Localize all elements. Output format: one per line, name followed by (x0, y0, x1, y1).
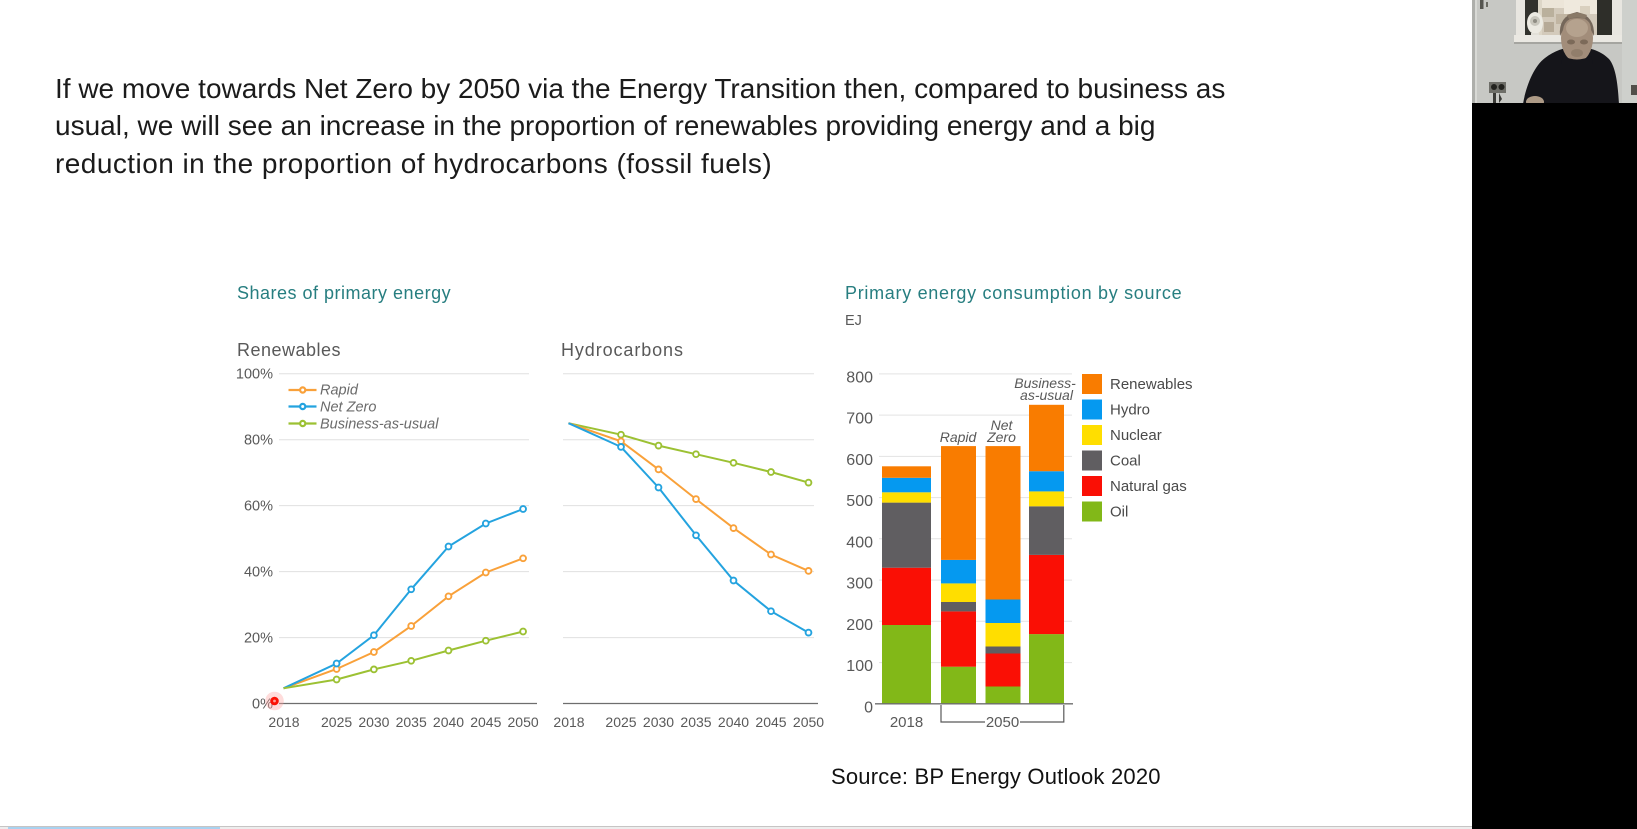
svg-text:Oil: Oil (1110, 504, 1128, 521)
svg-text:40%: 40% (244, 565, 273, 581)
svg-text:60%: 60% (244, 499, 273, 515)
svg-text:2035: 2035 (396, 714, 427, 730)
svg-text:2045: 2045 (755, 714, 786, 730)
svg-text:2040: 2040 (718, 714, 749, 730)
svg-text:Hydro: Hydro (1110, 402, 1150, 419)
svg-text:Coal: Coal (1110, 453, 1141, 470)
svg-text:Zero: Zero (986, 429, 1016, 445)
svg-text:Renewables: Renewables (237, 340, 341, 360)
svg-text:2050: 2050 (986, 714, 1019, 731)
svg-text:2045: 2045 (470, 714, 501, 730)
svg-text:2030: 2030 (643, 714, 674, 730)
svg-text:80%: 80% (244, 433, 273, 449)
svg-text:2018: 2018 (553, 714, 584, 730)
svg-text:400: 400 (846, 534, 873, 551)
svg-text:300: 300 (846, 576, 873, 593)
svg-text:2030: 2030 (358, 714, 389, 730)
svg-text:2025: 2025 (321, 714, 352, 730)
svg-text:20%: 20% (244, 631, 273, 647)
svg-text:2050: 2050 (793, 714, 824, 730)
svg-text:Nuclear: Nuclear (1110, 427, 1162, 444)
svg-text:2018: 2018 (890, 714, 923, 731)
svg-text:EJ: EJ (845, 313, 862, 329)
svg-text:2025: 2025 (605, 714, 636, 730)
svg-text:Business-as-usual: Business-as-usual (320, 417, 439, 433)
svg-text:2040: 2040 (433, 714, 464, 730)
svg-text:2018: 2018 (268, 714, 299, 730)
svg-text:600: 600 (846, 452, 873, 469)
svg-text:Rapid: Rapid (940, 429, 978, 445)
svg-text:500: 500 (846, 493, 873, 510)
svg-text:Primary energy consumption by: Primary energy consumption by source (845, 283, 1182, 303)
svg-text:200: 200 (846, 617, 873, 634)
svg-text:Net: Net (991, 417, 1014, 433)
svg-text:Renewables: Renewables (1110, 376, 1193, 393)
svg-text:0: 0 (864, 699, 873, 716)
svg-text:700: 700 (846, 411, 873, 428)
svg-text:2050: 2050 (508, 714, 539, 730)
svg-text:100%: 100% (236, 367, 273, 383)
svg-text:Rapid: Rapid (320, 383, 359, 399)
svg-text:100: 100 (846, 658, 873, 675)
svg-text:Natural gas: Natural gas (1110, 478, 1187, 495)
svg-text:as-usual: as-usual (1020, 387, 1074, 403)
svg-text:Shares of primary energy: Shares of primary energy (237, 283, 451, 303)
svg-text:Hydrocarbons: Hydrocarbons (561, 340, 684, 360)
svg-text:2035: 2035 (680, 714, 711, 730)
svg-text:0%: 0% (252, 697, 273, 713)
svg-text:Business-: Business- (1014, 375, 1076, 391)
svg-text:800: 800 (846, 369, 873, 386)
svg-text:Net Zero: Net Zero (320, 400, 376, 416)
